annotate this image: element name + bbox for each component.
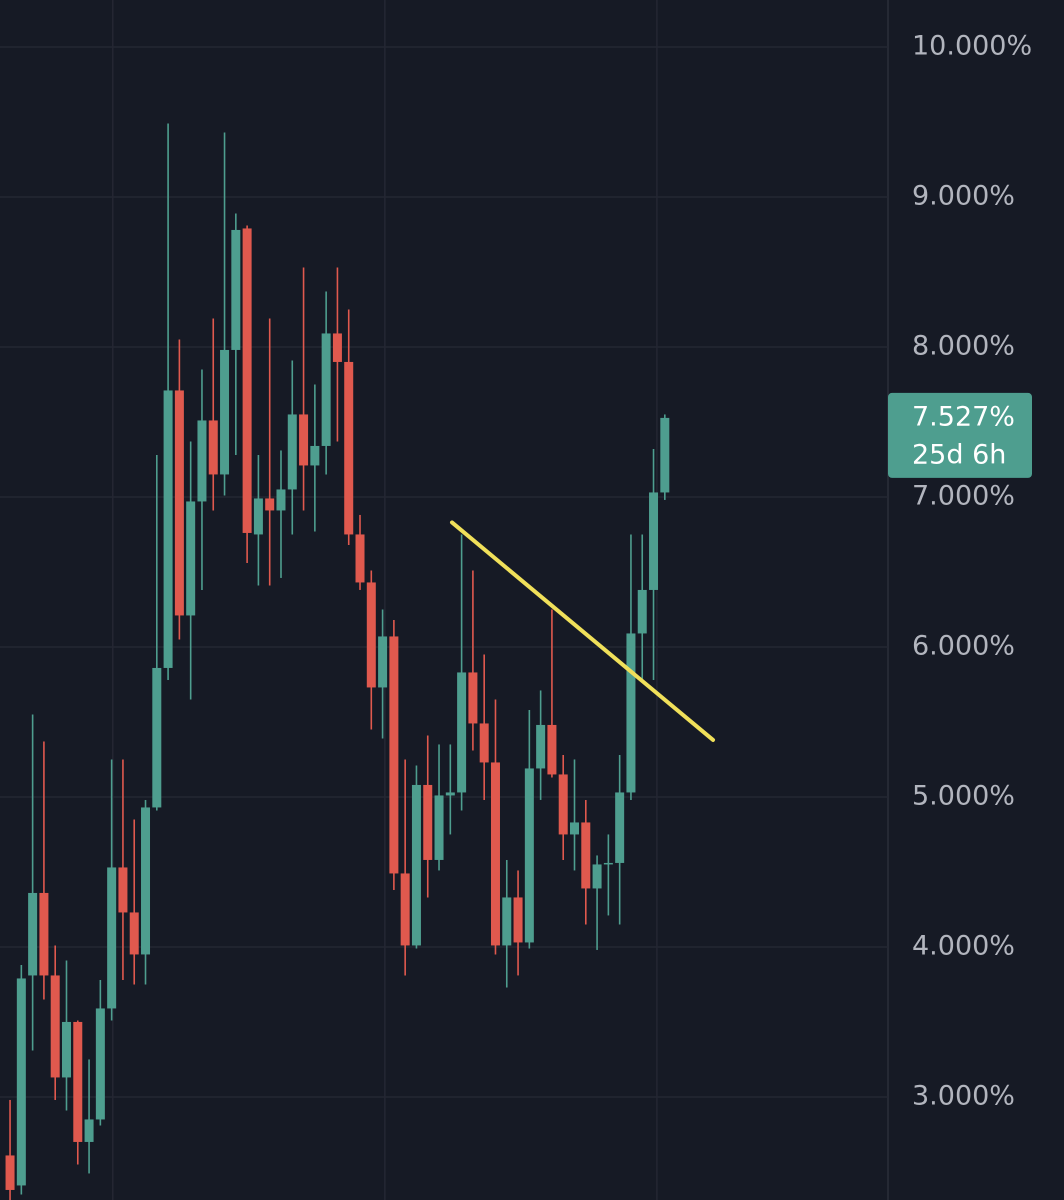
y-tick-label: 3.000% [912, 1080, 1015, 1111]
candle-body [524, 768, 534, 943]
y-tick-label: 5.000% [912, 780, 1015, 811]
candle-body [16, 978, 26, 1186]
candle-body [411, 784, 421, 946]
candle-body [163, 390, 173, 668]
candle-body [423, 784, 433, 860]
y-tick-label: 6.000% [912, 630, 1015, 661]
candle-body [299, 414, 309, 466]
candle-body [615, 792, 625, 863]
candle-body [332, 333, 342, 362]
y-tick-label: 7.000% [912, 480, 1015, 511]
candle-body [660, 417, 670, 493]
candle-body [50, 975, 60, 1078]
candle-body [287, 414, 297, 490]
candle-body [344, 361, 354, 535]
candle-body [5, 1155, 15, 1190]
candle-body [649, 492, 659, 590]
candle-body [265, 498, 275, 511]
candle-body [186, 501, 196, 616]
candle-body [197, 420, 207, 502]
trendline [450, 520, 716, 742]
candle-body [253, 498, 263, 535]
candle-body [129, 912, 139, 955]
candle-body [378, 636, 388, 688]
candle-body [242, 228, 252, 533]
candle-body [536, 724, 546, 769]
candle-body [220, 349, 230, 475]
candle-body [28, 892, 38, 976]
candle-body [39, 892, 49, 976]
candle-body [502, 897, 512, 946]
y-tick-label: 8.000% [912, 330, 1015, 361]
candle-body [174, 390, 184, 616]
candle-body [570, 822, 580, 835]
candle-body [84, 1119, 94, 1142]
price-label-box [888, 392, 1032, 478]
candle-body [107, 867, 117, 1009]
candle-body [547, 724, 557, 775]
candle-body [310, 445, 320, 466]
candle-body [434, 795, 444, 860]
candle-body [231, 229, 241, 350]
candle-body [208, 420, 218, 475]
candle-body [592, 864, 602, 889]
candle-body [366, 582, 376, 688]
candle-body [490, 762, 500, 946]
candle-body [61, 1021, 71, 1078]
y-tick-label: 10.000% [912, 30, 1032, 61]
candle-body [637, 589, 647, 634]
price-label: 7.527% [912, 401, 1015, 432]
candle-body [355, 534, 365, 583]
y-tick-label: 4.000% [912, 930, 1015, 961]
candle-body [73, 1021, 83, 1142]
candle-body [152, 667, 162, 808]
countdown-label: 25d 6h [912, 439, 1006, 470]
candle-body [626, 633, 636, 793]
candle-body [479, 723, 489, 763]
candle-body [276, 489, 286, 511]
candle-body [321, 333, 331, 446]
candle-body [581, 822, 591, 889]
candle-body [468, 672, 478, 724]
candle-body [141, 807, 151, 955]
candle-body [118, 867, 128, 913]
candle-body [558, 774, 568, 835]
candle-body [513, 897, 523, 943]
y-tick-label: 9.000% [912, 180, 1015, 211]
candle-body [389, 636, 399, 874]
candle-body [95, 1008, 105, 1120]
candle-body [445, 792, 455, 796]
candle-body [400, 873, 410, 946]
candle-body [603, 862, 613, 865]
candle-body [457, 672, 467, 793]
